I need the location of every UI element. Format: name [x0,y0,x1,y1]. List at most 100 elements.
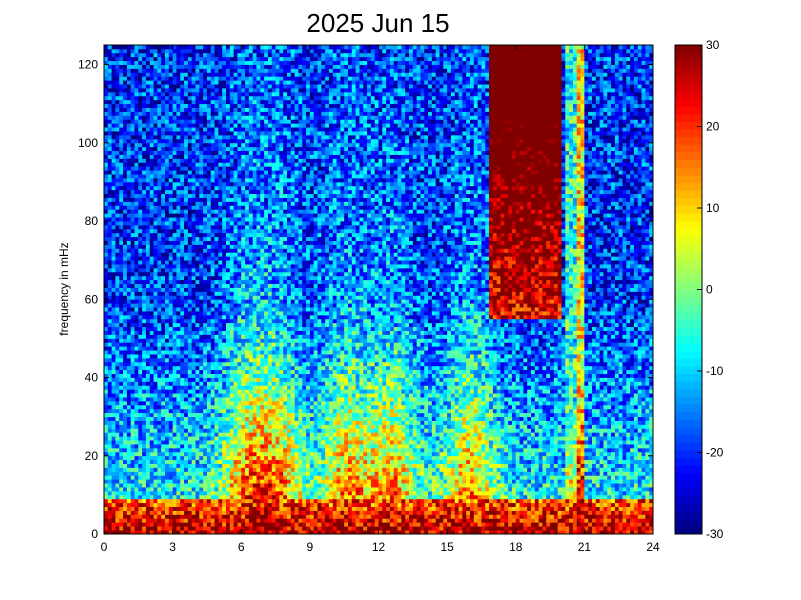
spectrogram-cell [142,131,147,136]
spectrogram-cell [210,303,215,308]
spectrogram-cell [206,72,212,77]
spectrogram-cell [123,322,128,328]
spectrogram-cell [210,342,215,347]
spectrogram-cell [248,158,254,163]
spectrogram-cell [107,64,113,69]
spectrogram-cell [111,526,116,531]
spectrogram-cell [233,530,238,535]
spectrogram-cell [111,506,116,511]
spectrogram-cell [218,134,223,140]
spectrogram-cell [123,221,128,226]
spectrogram-cell [237,107,242,112]
spectrogram-cell [149,299,154,304]
spectrogram-cell [187,471,193,476]
spectrogram-cell [199,369,204,375]
spectrogram-cell [195,205,200,210]
spectrogram-cell [138,530,143,535]
spectrogram-cell [187,80,193,85]
spectrogram-cell [206,404,212,410]
spectrogram-cell [176,299,181,304]
spectrogram-cell [206,248,212,253]
spectrogram-cell [165,334,170,339]
spectrogram-cell [210,178,215,183]
spectrogram-cell [123,197,128,202]
spectrogram-cell [149,64,154,69]
spectrogram-cell [145,522,151,527]
spectrogram-cell [180,236,185,241]
spectrogram-cell [180,307,185,312]
spectrogram-cell [126,389,132,394]
spectrogram-cell [165,244,170,249]
spectrogram-cell [206,56,212,62]
spectrogram-cell [180,436,185,441]
spectrogram-cell [180,526,185,531]
spectrogram-cell [241,361,246,367]
spectrogram-cell [123,287,128,292]
spectrogram-cell [149,506,154,511]
spectrogram-cell [149,350,154,355]
spectrogram-cell [107,201,113,206]
spectrogram-cell [153,385,158,390]
spectrogram-cell [229,236,235,241]
spectrogram-cell [210,307,215,312]
spectrogram-cell [153,107,158,112]
spectrogram-cell [161,346,166,351]
spectrogram-cell [126,228,132,234]
spectrogram-cell [111,170,116,175]
spectrogram-cell [107,514,113,519]
spectrogram-cell [214,256,219,261]
spectrogram-cell [180,311,185,316]
spectrogram-cell [138,447,143,453]
spectrogram-cell [176,142,181,148]
spectrogram-cell [111,377,116,382]
spectrogram-cell [130,138,135,144]
spectrogram-cell [191,518,196,523]
spectrogram-cell [191,60,196,65]
spectrogram-cell [161,178,166,183]
spectrogram-cell [123,228,128,234]
spectrogram-cell [180,318,185,324]
spectrogram-cell [157,99,162,105]
spectrogram-cell [245,138,250,144]
spectrogram-cell [126,311,132,316]
spectrogram-cell [107,221,113,226]
spectrogram-cell [161,205,166,210]
spectrogram-cell [149,444,154,449]
spectrogram-cell [214,166,219,171]
spectrogram-cell [138,178,143,183]
spectrogram-cell [172,88,177,93]
spectrogram-cell [107,330,113,335]
spectrogram-cell [203,498,208,504]
spectrogram-cell [115,150,120,155]
spectrogram-cell [203,389,208,394]
spectrogram-cell [210,506,215,511]
spectrogram-cell [119,76,124,81]
spectrogram-cell [138,103,143,108]
spectrogram-cell [218,506,223,511]
spectrogram-cell [161,248,166,253]
spectrogram-cell [210,221,215,226]
spectrogram-cell [195,475,200,480]
spectrogram-cell [130,475,135,480]
spectrogram-cell [245,338,250,343]
spectrogram-cell [226,217,231,222]
spectrogram-cell [203,76,208,81]
spectrogram-cell [111,80,116,85]
spectrogram-cell [165,475,170,480]
spectrogram-cell [218,385,223,390]
spectrogram-cell [111,420,116,425]
spectrogram-cell [161,389,166,394]
spectrogram-cell [115,134,120,140]
spectrogram-cell [199,451,204,457]
spectrogram-cell [252,115,257,120]
spectrogram-cell [237,52,242,58]
spectrogram-cell [126,447,132,453]
spectrogram-cell [222,346,227,351]
spectrogram-cell [157,404,162,410]
spectrogram-cell [168,365,174,371]
spectrogram-cell [111,416,116,421]
spectrogram-cell [104,354,109,359]
spectrogram-cell [187,174,193,179]
spectrogram-cell [142,350,147,355]
spectrogram-cell [191,303,196,308]
